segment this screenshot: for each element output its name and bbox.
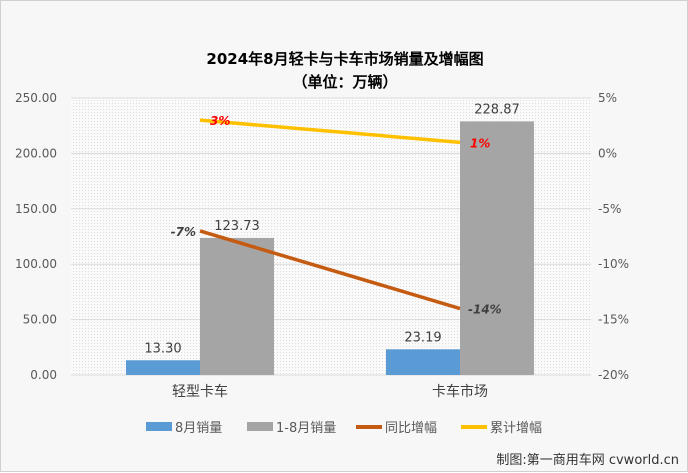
line-data-label: -7% [171,225,196,239]
y-left-tick: 50.00 [23,313,57,327]
footer-credit: 制图:第一商用车网 cvworld.cn [496,452,679,468]
y-left-tick: 100.00 [15,257,57,271]
chart-title: 2024年8月轻卡与卡车市场销量及增幅图 [206,50,483,68]
bar-data-label: 13.30 [144,341,181,356]
y-left-tick: 200.00 [15,146,57,160]
line-data-label: -14% [468,303,502,317]
bar-data-label: 23.19 [404,330,441,345]
line-data-label: 1% [470,136,490,150]
y-right-tick: -5% [598,202,621,216]
legend-swatch [247,422,273,431]
legend-label: 同比增幅 [385,421,437,436]
legend-label: 累计增幅 [490,421,542,436]
y-left-tick: 0.00 [30,368,57,382]
y-right-tick: 5% [598,91,617,105]
line-data-label: 3% [210,114,230,128]
line-cumulative [199,118,461,145]
bar-data-label: 228.87 [474,102,520,117]
x-category-label: 卡车市场 [432,383,488,400]
bar-data-label: 123.73 [214,219,260,234]
y-right-tick: -20% [598,368,629,382]
y-left-tick: 250.00 [15,91,57,105]
bar-month [386,349,460,375]
y-right-tick: -10% [598,257,629,271]
y-left-tick: 150.00 [15,202,57,216]
legend-label: 8月销量 [175,421,222,436]
chart-subtitle: （单位：万辆） [292,73,397,91]
bar-ytd [200,237,274,375]
legend-label: 1-8月销量 [276,421,336,436]
legend-swatch [146,422,172,431]
bar-month [126,360,200,375]
y-right-tick: -15% [598,313,629,327]
x-category-label: 轻型卡车 [172,383,228,400]
y-right-tick: 0% [598,146,617,160]
line-yoy [199,229,461,311]
bar-ytd [460,121,534,375]
